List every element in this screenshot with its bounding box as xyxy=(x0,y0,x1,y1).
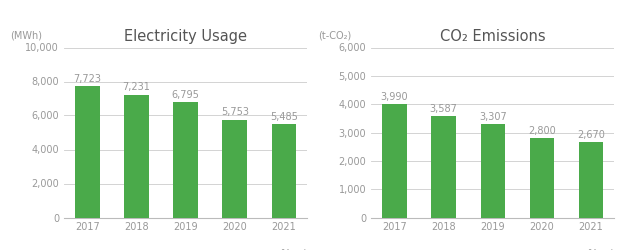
Text: 3,990: 3,990 xyxy=(381,92,408,102)
Bar xyxy=(530,138,554,218)
Text: 5,753: 5,753 xyxy=(221,108,249,118)
Text: 6,795: 6,795 xyxy=(172,90,200,100)
Text: 7,723: 7,723 xyxy=(74,74,101,84)
Bar xyxy=(431,116,456,218)
Bar xyxy=(223,120,247,218)
Bar xyxy=(173,102,198,218)
Bar xyxy=(382,104,407,218)
Text: 5,485: 5,485 xyxy=(270,112,298,122)
Text: 3,307: 3,307 xyxy=(479,112,507,122)
Title: Electricity Usage: Electricity Usage xyxy=(124,28,247,44)
Text: 2,670: 2,670 xyxy=(577,130,605,140)
Text: 7,231: 7,231 xyxy=(122,82,150,92)
Text: (Year): (Year) xyxy=(279,248,307,250)
Bar xyxy=(579,142,604,218)
Text: (Year): (Year) xyxy=(586,248,614,250)
Bar xyxy=(124,94,148,218)
Bar xyxy=(271,124,296,218)
Text: 2,800: 2,800 xyxy=(528,126,556,136)
Text: (MWh): (MWh) xyxy=(10,31,42,41)
Bar xyxy=(481,124,505,218)
Bar xyxy=(75,86,100,218)
Text: (t-CO₂): (t-CO₂) xyxy=(317,31,351,41)
Text: 3,587: 3,587 xyxy=(429,104,458,114)
Title: CO₂ Emissions: CO₂ Emissions xyxy=(440,28,546,44)
